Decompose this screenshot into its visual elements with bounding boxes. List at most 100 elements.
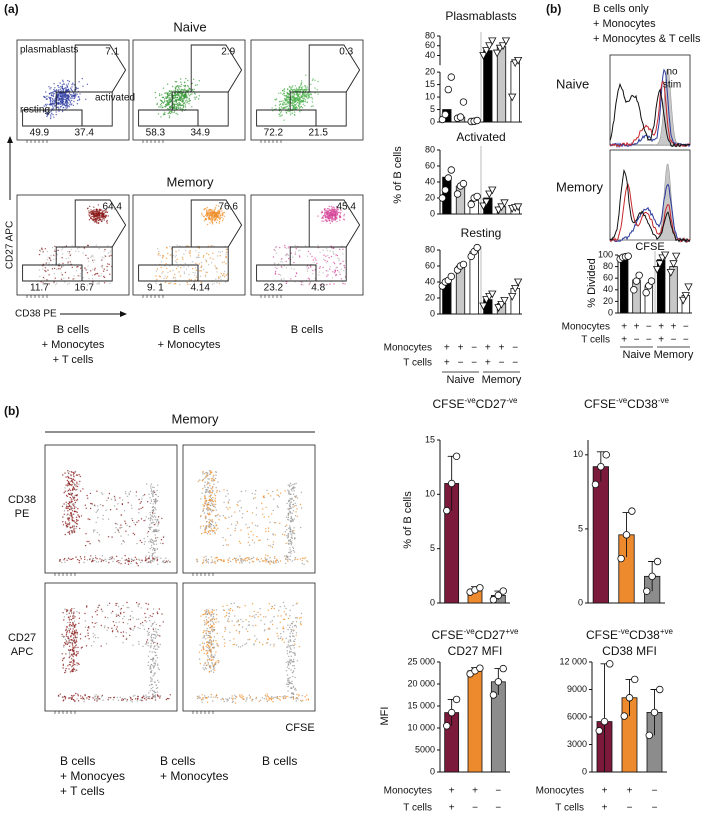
event-dot — [200, 276, 201, 277]
event-dot — [213, 657, 214, 658]
event-dot — [294, 114, 295, 115]
event-dot — [280, 636, 281, 637]
event-dot — [93, 530, 94, 531]
event-dot — [292, 538, 293, 539]
event-dot — [280, 103, 281, 104]
event-dot — [132, 699, 133, 700]
event-dot — [163, 536, 164, 537]
event-dot — [62, 506, 63, 507]
event-dot — [320, 266, 321, 267]
event-dot — [312, 273, 313, 274]
event-dot — [150, 647, 151, 648]
event-dot — [284, 88, 285, 89]
event-dot — [62, 88, 63, 89]
event-dot — [237, 521, 238, 522]
event-dot — [274, 522, 275, 523]
event-dot — [99, 534, 100, 535]
event-dot — [310, 84, 311, 85]
event-dot — [205, 527, 206, 528]
event-dot — [230, 608, 231, 609]
event-dot — [281, 106, 282, 107]
event-dot — [54, 105, 55, 106]
event-dot — [227, 493, 228, 494]
event-dot — [197, 561, 198, 562]
event-dot — [300, 621, 301, 622]
event-dot — [291, 544, 292, 545]
axis-label: CD38 PE — [15, 309, 57, 320]
event-dot — [157, 629, 158, 630]
event-dot — [73, 612, 74, 613]
event-dot — [210, 209, 211, 210]
event-dot — [239, 541, 240, 542]
event-dot — [170, 255, 171, 256]
event-dot — [65, 507, 66, 508]
event-dot — [68, 520, 69, 521]
event-dot — [138, 618, 139, 619]
event-dot — [77, 632, 78, 633]
event-dot — [219, 221, 220, 222]
event-dot — [276, 252, 277, 253]
event-dot — [289, 486, 290, 487]
event-dot — [90, 217, 91, 218]
event-dot — [245, 524, 246, 525]
event-dot — [212, 499, 213, 500]
event-dot — [276, 494, 277, 495]
event-dot — [85, 627, 86, 628]
event-dot — [234, 558, 235, 559]
event-dot — [232, 559, 233, 560]
event-dot — [286, 529, 287, 530]
event-dot — [74, 471, 75, 472]
event-dot — [341, 278, 342, 279]
event-dot — [110, 250, 111, 251]
event-dot — [281, 266, 282, 267]
event-dot — [53, 100, 54, 101]
event-dot — [71, 612, 72, 613]
event-dot — [339, 258, 340, 259]
event-dot — [293, 94, 294, 95]
event-dot — [294, 559, 295, 560]
event-dot — [108, 536, 109, 537]
event-dot — [77, 559, 78, 560]
event-dot — [150, 503, 151, 504]
event-dot — [142, 646, 143, 647]
event-dot — [69, 517, 70, 518]
event-dot — [157, 485, 158, 486]
event-dot — [207, 483, 208, 484]
event-dot — [268, 699, 269, 700]
event-dot — [158, 113, 159, 114]
event-dot — [290, 114, 291, 115]
event-dot — [189, 252, 190, 253]
event-dot — [149, 696, 150, 697]
event-dot — [261, 503, 262, 504]
event-dot — [229, 697, 230, 698]
event-dot — [253, 498, 254, 499]
event-dot — [127, 623, 128, 624]
event-dot — [203, 509, 204, 510]
event-dot — [200, 663, 201, 664]
event-dot — [323, 254, 324, 255]
event-dot — [140, 508, 141, 509]
event-dot — [305, 101, 306, 102]
event-dot — [287, 686, 288, 687]
event-dot — [76, 641, 77, 642]
event-dot — [274, 558, 275, 559]
event-dot — [82, 78, 83, 79]
event-dot — [148, 642, 149, 643]
event-dot — [152, 512, 153, 513]
event-dot — [223, 545, 224, 546]
event-dot — [63, 107, 64, 108]
event-dot — [99, 282, 100, 283]
event-dot — [64, 99, 65, 100]
event-dot — [119, 532, 120, 533]
event-dot — [160, 106, 161, 107]
event-dot — [289, 500, 290, 501]
event-dot — [290, 553, 291, 554]
event-dot — [74, 621, 75, 622]
event-dot — [200, 527, 201, 528]
event-dot — [73, 661, 74, 662]
event-dot — [58, 92, 59, 93]
event-dot — [202, 214, 203, 215]
event-dot — [287, 102, 288, 103]
event-dot — [69, 104, 70, 105]
event-dot — [203, 257, 204, 258]
